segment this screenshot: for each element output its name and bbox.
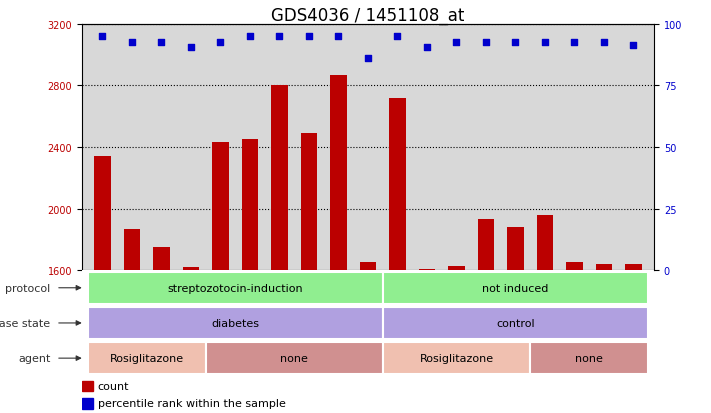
Point bbox=[569, 40, 580, 47]
Bar bbox=[596, 264, 612, 271]
Bar bbox=[301, 134, 317, 271]
Bar bbox=[360, 263, 376, 271]
Point bbox=[421, 45, 432, 51]
Bar bbox=[124, 229, 140, 271]
Bar bbox=[383, 342, 530, 374]
Point bbox=[628, 43, 639, 50]
Point bbox=[274, 34, 285, 40]
Point bbox=[362, 55, 374, 62]
Point bbox=[333, 34, 344, 40]
Text: not induced: not induced bbox=[482, 283, 549, 293]
Bar bbox=[95, 157, 110, 271]
Bar bbox=[449, 266, 464, 271]
Bar bbox=[87, 342, 205, 374]
Text: count: count bbox=[98, 381, 129, 391]
Bar bbox=[183, 268, 199, 271]
Point bbox=[451, 40, 462, 47]
Bar bbox=[82, 398, 93, 408]
Point bbox=[215, 40, 226, 47]
Point bbox=[156, 40, 167, 47]
Bar bbox=[478, 220, 494, 271]
Text: percentile rank within the sample: percentile rank within the sample bbox=[98, 399, 286, 408]
Point bbox=[97, 34, 108, 40]
Text: protocol: protocol bbox=[5, 283, 50, 293]
Text: Rosiglitazone: Rosiglitazone bbox=[419, 353, 493, 363]
Point bbox=[598, 40, 609, 47]
Bar bbox=[537, 215, 553, 271]
Text: none: none bbox=[575, 353, 603, 363]
Bar bbox=[383, 272, 648, 304]
Bar bbox=[419, 269, 435, 271]
Point bbox=[186, 45, 197, 51]
Bar bbox=[242, 140, 258, 271]
Text: none: none bbox=[280, 353, 308, 363]
Point bbox=[480, 40, 491, 47]
Bar bbox=[213, 143, 228, 271]
Bar bbox=[390, 98, 405, 271]
Bar bbox=[626, 264, 641, 271]
Bar bbox=[154, 247, 169, 271]
Bar bbox=[331, 76, 346, 271]
Bar bbox=[272, 86, 287, 271]
Point bbox=[127, 40, 138, 47]
Point bbox=[304, 34, 315, 40]
Bar bbox=[87, 272, 383, 304]
Point bbox=[539, 40, 550, 47]
Bar bbox=[530, 342, 648, 374]
Text: streptozotocin-induction: streptozotocin-induction bbox=[167, 283, 303, 293]
Point bbox=[510, 40, 521, 47]
Bar bbox=[383, 307, 648, 339]
Bar bbox=[205, 342, 383, 374]
Point bbox=[245, 34, 256, 40]
Bar bbox=[508, 228, 523, 271]
Text: disease state: disease state bbox=[0, 318, 50, 328]
Title: GDS4036 / 1451108_at: GDS4036 / 1451108_at bbox=[272, 7, 464, 25]
Text: agent: agent bbox=[18, 353, 50, 363]
Bar bbox=[87, 307, 383, 339]
Bar bbox=[82, 381, 93, 392]
Text: diabetes: diabetes bbox=[211, 318, 260, 328]
Text: Rosiglitazone: Rosiglitazone bbox=[109, 353, 183, 363]
Text: control: control bbox=[496, 318, 535, 328]
Point bbox=[392, 34, 403, 40]
Bar bbox=[567, 263, 582, 271]
